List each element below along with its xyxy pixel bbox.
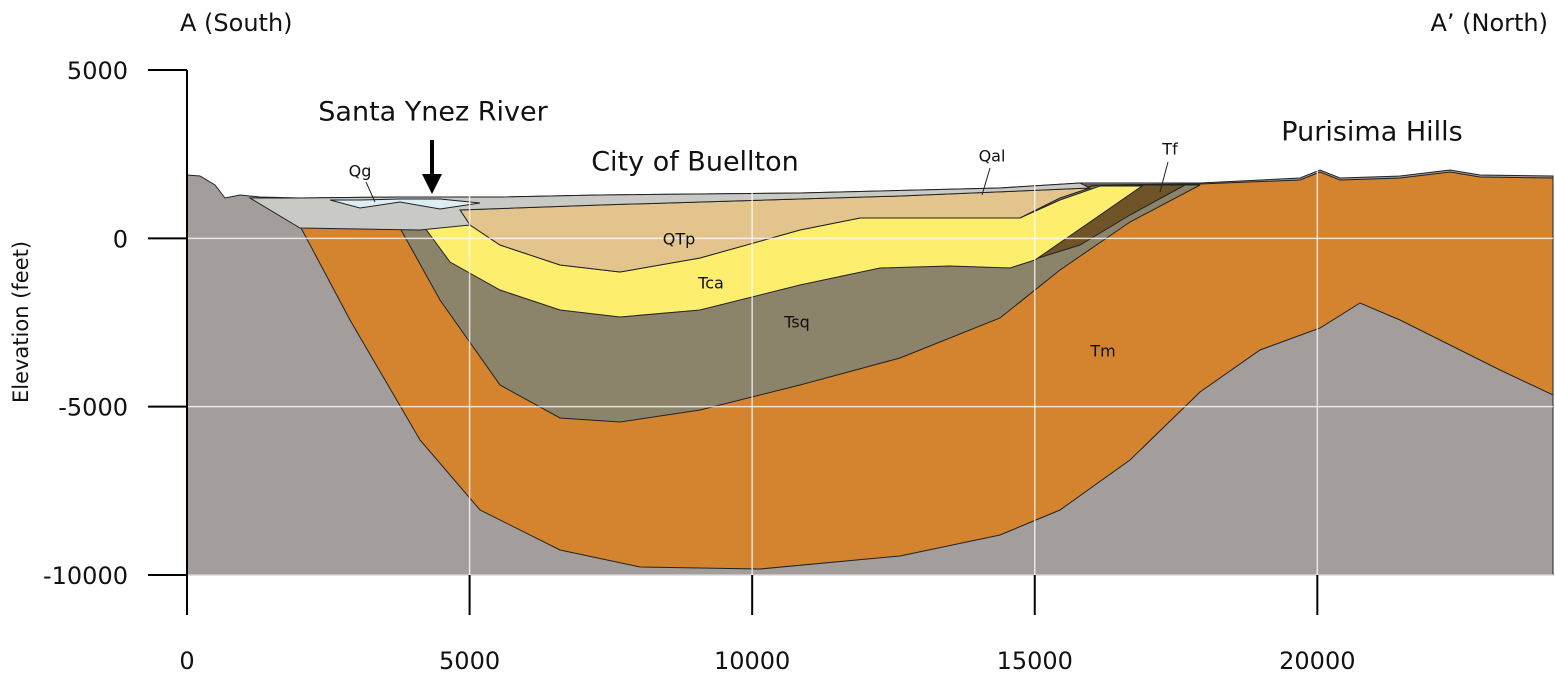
- y-tick-label: -5000: [58, 394, 128, 422]
- city-label: City of Buellton: [591, 147, 799, 178]
- page: { "header": {"left": "A (South)", "right…: [0, 0, 1555, 678]
- x-tick-label: 10000: [714, 647, 790, 675]
- arrow-head: [422, 174, 442, 194]
- unit-label: Tca: [697, 274, 724, 293]
- y-tick-label: -10000: [43, 562, 128, 590]
- section-end: A’ (North): [1430, 9, 1548, 37]
- section-start: A (South): [180, 9, 293, 37]
- cross-section: 5000 0 -5000 -10000 0 5000 10000 15000 20000 A (…: [0, 0, 1555, 678]
- y-tick-label: 5000: [67, 57, 128, 85]
- unit-label: Tm: [1089, 342, 1115, 361]
- x-tick-label: 5000: [439, 647, 500, 675]
- unit-label: Qg: [349, 162, 372, 181]
- river-label: Santa Ynez River: [318, 97, 548, 128]
- x-tick-label: 0: [179, 647, 194, 675]
- y-tick-label: 0: [113, 225, 128, 253]
- unit-label: Qal: [979, 147, 1006, 166]
- unit-label: QTp: [663, 230, 696, 249]
- x-tick-label: 15000: [997, 647, 1073, 675]
- unit-label: Tsq: [783, 313, 810, 332]
- hills-label: Purisima Hills: [1281, 117, 1462, 148]
- y-axis-label: Elevation (feet): [9, 241, 33, 403]
- x-tick-label: 20000: [1279, 647, 1355, 675]
- unit-label: Tf: [1161, 140, 1178, 159]
